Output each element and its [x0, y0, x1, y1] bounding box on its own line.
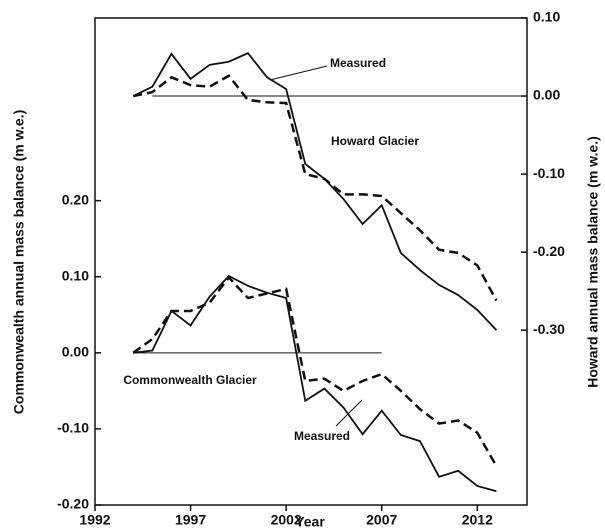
y-tick-label: -0.10 — [57, 420, 89, 436]
series-line — [132, 275, 498, 467]
annotation: Measured — [330, 56, 386, 70]
y-tick-label: 0.00 — [62, 344, 89, 360]
series-line — [132, 52, 498, 331]
y-tick-label: -0.20 — [57, 496, 89, 512]
y-tick-label: 0.20 — [62, 191, 89, 207]
series-line — [133, 274, 497, 493]
annotation: Howard Glacier — [331, 134, 419, 148]
x-tick-label: 1992 — [79, 512, 110, 528]
annotation-pointer — [269, 65, 328, 81]
y2-tick-label: -0.30 — [533, 321, 565, 337]
x-axis-label: Year — [295, 514, 325, 530]
x-tick-label: 2002 — [271, 512, 302, 528]
y2-tick-label: -0.20 — [533, 243, 565, 259]
y2-axis-label: Howard annual mass balance (m w.e.) — [585, 136, 601, 388]
y-tick-label: 0.10 — [62, 267, 89, 283]
y2-tick-label: -0.10 — [533, 165, 565, 181]
annotation-pointer — [335, 399, 363, 427]
y2-tick-label: 0.10 — [533, 9, 560, 25]
plot-frame — [94, 17, 528, 506]
y2-tick-label: 0.00 — [533, 87, 560, 103]
annotation: Commonwealth Glacier — [123, 373, 257, 387]
y-axis-label: Commonwealth annual mass balance (m w.e.… — [11, 110, 27, 414]
series-line — [132, 74, 498, 302]
annotation: Measured — [294, 429, 350, 443]
x-tick-label: 2007 — [366, 512, 397, 528]
x-tick-label: 1997 — [175, 512, 206, 528]
x-tick-label: 2012 — [462, 512, 493, 528]
